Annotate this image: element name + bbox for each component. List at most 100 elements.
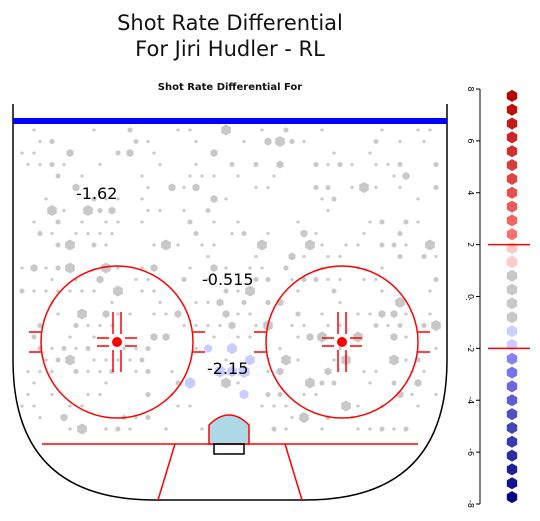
hex-cell-370 [104, 427, 108, 431]
hex-cell-361 [134, 415, 138, 420]
hex-cell-204 [110, 300, 114, 305]
hex-cell-379 [368, 427, 372, 431]
hex-cell-201 [380, 289, 384, 293]
hex-cell-116 [193, 230, 199, 237]
hex-cell-219 [152, 312, 156, 316]
hex-cell-51 [433, 161, 439, 168]
hex-cell-19 [275, 136, 285, 147]
hex-cell-54 [140, 174, 144, 178]
hex-cell-382 [403, 426, 409, 432]
hex-cell-375 [271, 426, 277, 432]
hex-cell-208 [216, 298, 224, 307]
hex-cell-271 [74, 346, 78, 351]
legend-cell-19 [506, 352, 518, 365]
hex-cell-146 [326, 254, 330, 259]
legend-cell-29 [506, 491, 518, 504]
hex-cell-258 [162, 333, 170, 341]
hex-cell-247 [326, 323, 330, 328]
zone-label-left-point: -1.62 [76, 184, 117, 203]
zone-label-slot: -0.515 [202, 270, 254, 289]
hex-cell-333 [86, 392, 90, 397]
hex-cell-231 [404, 312, 408, 316]
hex-cell-78 [104, 197, 108, 201]
hex-cell-127 [104, 243, 108, 247]
hex-cell-327 [331, 380, 337, 386]
hex-cell-132 [212, 243, 216, 247]
hex-cell-102 [187, 219, 193, 225]
hex-cell-49 [386, 162, 390, 167]
legend-midlabel: : [464, 298, 473, 301]
zone-label-crease: -2.15 [207, 359, 248, 378]
hex-cell-274 [134, 346, 138, 351]
hex-cell-83 [320, 197, 324, 201]
hex-cell-58 [236, 174, 240, 178]
hex-cell-192 [92, 289, 96, 293]
hex-cell-222 [222, 310, 230, 318]
hex-cell-153 [44, 266, 48, 270]
hex-cell-332 [50, 392, 54, 397]
hex-cell-75 [433, 184, 439, 191]
hex-cell-235 [86, 323, 90, 328]
hex-cell-89 [97, 207, 103, 214]
hex-cell-72 [359, 182, 369, 193]
hex-cell-47 [350, 162, 354, 167]
hex-cell-106 [368, 220, 372, 224]
hex-cell-16 [194, 139, 198, 144]
hex-cell-193 [113, 285, 123, 297]
hex-cell-88 [83, 205, 93, 216]
legend-cell-14 [506, 283, 518, 296]
hex-cell-185 [433, 276, 439, 283]
hex-cell-161 [210, 264, 218, 272]
legend-cell-6 [506, 172, 518, 185]
legend-tick-label-8: -8 [466, 500, 475, 508]
hex-cell-374 [200, 427, 204, 431]
hex-cell-95 [326, 208, 330, 213]
hex-cell-179 [301, 276, 307, 283]
hex-cell-209 [241, 299, 247, 306]
hex-cell-303 [86, 369, 90, 374]
hex-cell-266 [390, 333, 398, 341]
hex-cell-227 [356, 312, 360, 316]
hex-cell-196 [223, 288, 229, 294]
hex-cell-202 [428, 289, 432, 293]
hex-cell-254 [31, 334, 37, 340]
hex-cell-151 [20, 266, 24, 270]
trapezoid-left [157, 443, 176, 501]
hex-cell-168 [380, 266, 384, 270]
hex-cell-183 [362, 277, 366, 282]
legend-tick-label-2: 4 [466, 190, 475, 195]
hex-cell-335 [145, 391, 151, 398]
legend-cell-3 [506, 131, 518, 144]
hex-cell-25 [20, 151, 24, 155]
hex-cell-126 [91, 242, 97, 248]
hex-cell-246 [302, 323, 306, 328]
hex-cell-341 [314, 392, 318, 397]
hex-cell-176 [253, 276, 259, 283]
hex-cell-13 [49, 138, 55, 145]
hex-cell-96 [32, 220, 36, 224]
hex-cell-256 [92, 335, 96, 339]
hex-cell-23 [398, 139, 402, 144]
hex-cell-84 [331, 196, 337, 202]
legend-cell-2 [506, 117, 518, 130]
hex-cell-40 [194, 162, 198, 167]
hex-cell-320 [104, 381, 108, 385]
hex-cell-97 [55, 219, 61, 225]
hex-cell-241 [218, 323, 222, 328]
hex-cell-324 [236, 381, 240, 385]
hex-cell-36 [49, 161, 55, 168]
hex-cell-44 [313, 161, 319, 168]
hex-cell-33 [368, 151, 372, 155]
hex-cell-175 [206, 277, 210, 282]
hex-cell-38 [98, 162, 102, 167]
hex-cell-184 [374, 277, 378, 282]
hex-cell-110 [37, 230, 43, 237]
hex-cell-160 [188, 266, 192, 270]
hex-cell-310 [227, 365, 237, 378]
hex-cell-318 [422, 369, 426, 374]
hex-cell-56 [200, 174, 204, 178]
hex-cell-62 [72, 183, 80, 192]
hex-cell-133 [257, 239, 267, 251]
hex-cell-233 [37, 322, 43, 329]
hex-cell-276 [194, 346, 198, 351]
